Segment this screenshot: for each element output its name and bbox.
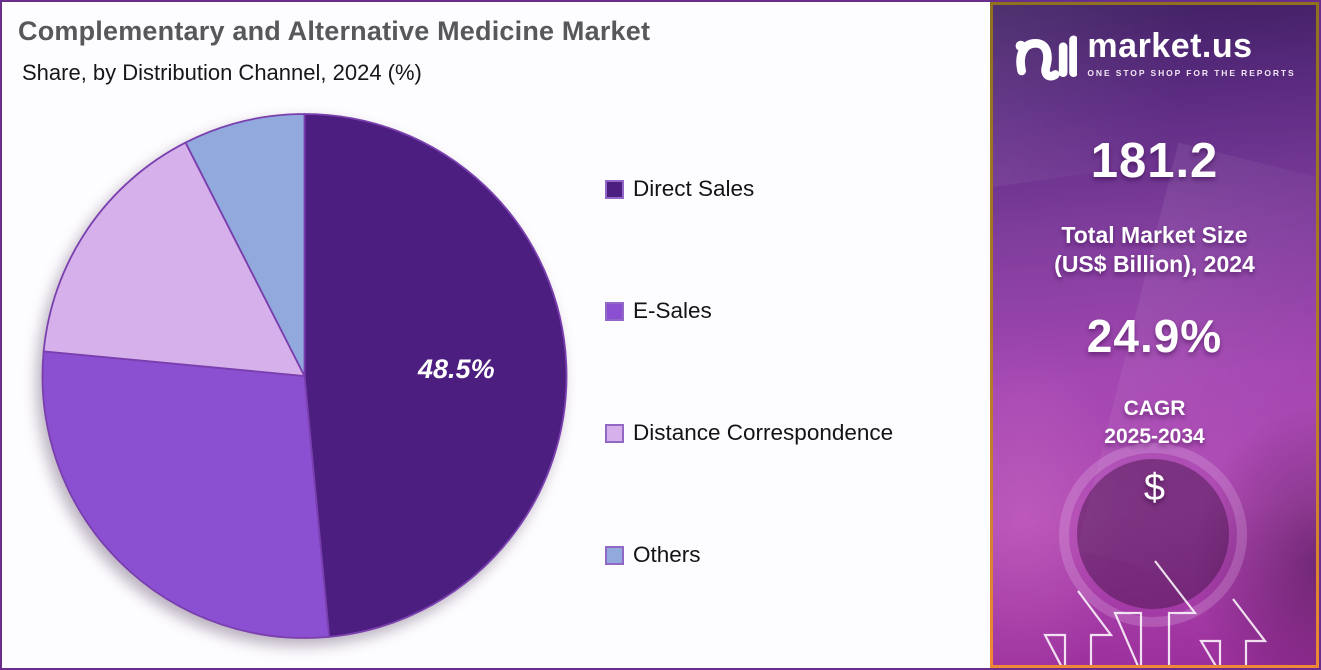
- total-market-size-label: Total Market Size (US$ Billion), 2024: [993, 221, 1316, 280]
- sidebar-frame: market.us ONE STOP SHOP FOR THE REPORTS …: [990, 2, 1319, 668]
- brand-tagline: ONE STOP SHOP FOR THE REPORTS: [1087, 68, 1296, 78]
- brand-logo: market.us ONE STOP SHOP FOR THE REPORTS: [993, 29, 1316, 87]
- page-title: Complementary and Alternative Medicine M…: [18, 16, 651, 46]
- pie-slice-others: [184, 113, 306, 377]
- legend-label: Direct Sales: [633, 176, 755, 201]
- legend-swatch-icon: [605, 179, 624, 199]
- decor-coffee-cup: [1077, 459, 1229, 609]
- legend-item-direct-sales: Direct Sales: [605, 176, 893, 202]
- legend-swatch-icon: [605, 301, 624, 321]
- total-market-size-label-line2: (US$ Billion), 2024: [1054, 251, 1255, 278]
- chart-panel: Complementary and Alternative Medicine M…: [2, 2, 990, 668]
- cagr-label-line2: 2025-2034: [1104, 424, 1205, 448]
- brand-sidebar: market.us ONE STOP SHOP FOR THE REPORTS …: [993, 5, 1316, 665]
- cagr-value: 24.9%: [1086, 310, 1223, 362]
- marketus-logo-icon: [1016, 35, 1078, 81]
- cagr-label-line1: CAGR: [1123, 397, 1186, 420]
- decor-coffee-cup-rim: [1059, 443, 1247, 627]
- legend-item-distance-correspondence: Distance Correspondence: [605, 420, 893, 446]
- total-market-size-value: 181.2: [1090, 134, 1219, 188]
- legend-label: Others: [633, 542, 701, 567]
- pie-slice-direct-sales: [303, 113, 568, 638]
- legend-label: Distance Correspondence: [633, 420, 894, 445]
- pie-slice-distance-correspondence: [42, 141, 306, 377]
- legend-swatch-icon: [605, 423, 624, 443]
- growth-arrows-decoration: [1043, 560, 1268, 665]
- legend-label: E-Sales: [633, 298, 712, 323]
- growth-arrow-icon: [1113, 560, 1198, 665]
- pie-slice-value-label: 48.5%: [417, 354, 495, 384]
- chart-subtitle: Share, by Distribution Channel, 2024 (%): [22, 60, 422, 85]
- brand-text-block: market.us ONE STOP SHOP FOR THE REPORTS: [1087, 29, 1295, 78]
- legend-item-e-sales: E-Sales: [605, 298, 893, 324]
- chart-legend: Direct Sales E-Sales Distance Corresponden…: [605, 176, 893, 664]
- total-market-size-label-line1: Total Market Size: [1061, 222, 1248, 248]
- brand-name: market.us: [1087, 27, 1253, 65]
- pie-slice-e-sales: [41, 350, 331, 639]
- growth-arrow-icon: [1043, 590, 1114, 665]
- dollar-symbol: $: [1143, 467, 1166, 509]
- growth-arrow-icon: [1199, 598, 1268, 665]
- legend-item-others: Others: [605, 542, 893, 568]
- pie-chart: 48.5%: [41, 113, 568, 639]
- cagr-label: CAGR 2025-2034: [993, 395, 1316, 450]
- legend-swatch-icon: [605, 545, 624, 565]
